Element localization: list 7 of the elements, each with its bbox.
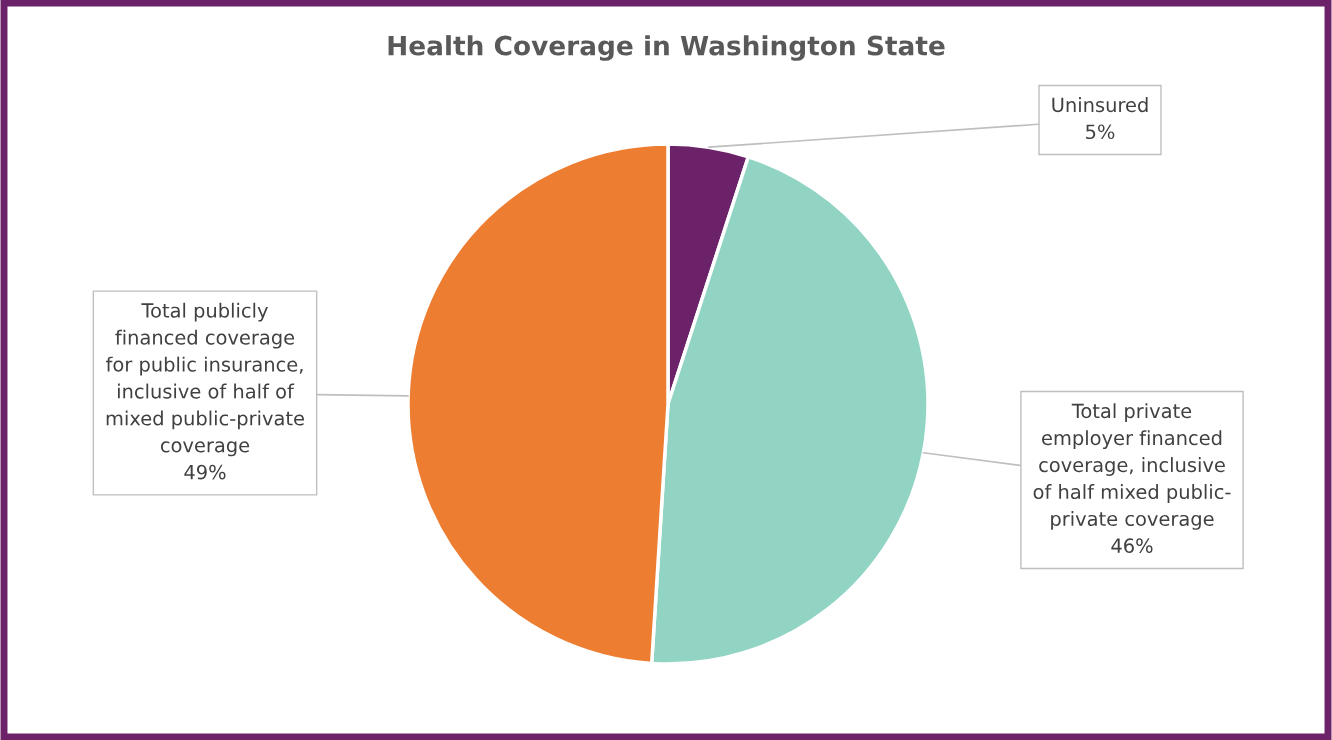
data-label: 49%	[184, 464, 226, 480]
data-label: 5%	[1086, 124, 1115, 140]
slice-label: Total publicly financed coverage for public insurance, inclusive of half of mixed public-private coverage	[106, 302, 304, 457]
slice-label: Uninsured	[1052, 97, 1148, 113]
data-label: 46%	[1111, 538, 1153, 553]
slice-label: Total private employer financed coverage, inclusive of half mixed public- private coverage	[1033, 403, 1231, 530]
chart-title: Health Coverage in Washington State	[388, 35, 945, 61]
